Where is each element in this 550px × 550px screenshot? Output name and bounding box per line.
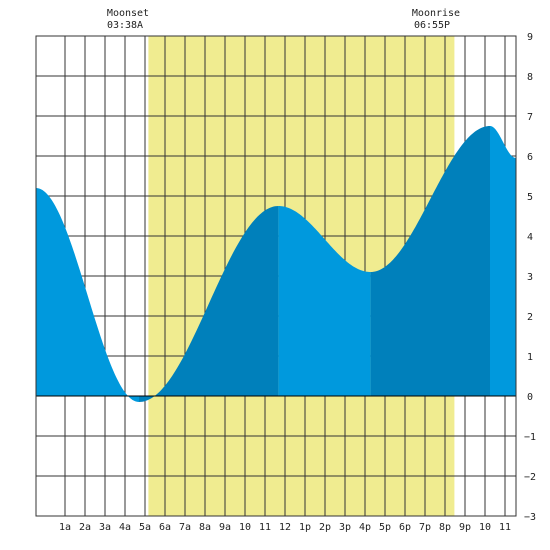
- y-tick-label: 9: [527, 32, 533, 43]
- moonrise-time: 06:55P: [414, 20, 450, 31]
- y-tick-label: 4: [527, 232, 533, 243]
- x-tick-label: 4a: [119, 522, 131, 533]
- x-tick-label: 11: [259, 522, 271, 533]
- x-tick-label: 5p: [379, 522, 391, 533]
- y-tick-label: 7: [527, 112, 533, 123]
- y-tick-label: 1: [527, 352, 533, 363]
- y-tick-label: 2: [527, 312, 533, 323]
- x-tick-label: 5a: [139, 522, 151, 533]
- y-tick-label: 0: [527, 392, 533, 403]
- x-tick-label: 1a: [59, 522, 71, 533]
- y-tick-label: 8: [527, 72, 533, 83]
- x-tick-label: 8p: [439, 522, 451, 533]
- falling-tide-segment: [278, 206, 371, 396]
- x-tick-label: 9a: [219, 522, 231, 533]
- x-tick-label: 1p: [299, 522, 311, 533]
- rising-tide-segment: [370, 126, 490, 396]
- x-tick-label: 4p: [359, 522, 371, 533]
- x-tick-label: 6p: [399, 522, 411, 533]
- moonset-time: 03:38A: [107, 20, 143, 31]
- x-tick-label: 6a: [159, 522, 171, 533]
- x-tick-label: 9p: [459, 522, 471, 533]
- moonset-label: Moonset: [107, 8, 149, 19]
- plot-border: [35, 35, 517, 517]
- x-tick-label: 8a: [199, 522, 211, 533]
- y-tick-label: 3: [527, 272, 533, 283]
- y-tick-label: 6: [527, 152, 533, 163]
- y-tick-label: −3: [524, 512, 536, 523]
- y-tick-label: −1: [524, 432, 536, 443]
- x-tick-label: 2a: [79, 522, 91, 533]
- y-axis-tick-labels: −3 −2 −1 0 1 2 3 4 5 6 7 8 9: [524, 32, 536, 523]
- x-axis-tick-labels: 1a 2a 3a 4a 5a 6a 7a 8a 9a 10 11 12 1p 2p 3p 4p 5p 6p 7p 8p…: [59, 522, 511, 533]
- y-tick-label: −2: [524, 472, 536, 483]
- x-tick-label: 3p: [339, 522, 351, 533]
- x-tick-label: 7a: [179, 522, 191, 533]
- x-tick-label: 2p: [319, 522, 331, 533]
- x-tick-label: 11: [499, 522, 511, 533]
- rising-tide-segment: [139, 206, 279, 402]
- falling-tide-segment: [490, 126, 516, 396]
- x-tick-label: 3a: [99, 522, 111, 533]
- x-tick-label: 10: [479, 522, 491, 533]
- x-tick-label: 7p: [419, 522, 431, 533]
- x-tick-label: 10: [239, 522, 251, 533]
- y-tick-label: 5: [527, 192, 533, 203]
- falling-tide-segment: [36, 188, 139, 402]
- moonrise-label: Moonrise: [412, 8, 460, 19]
- tide-area: [36, 126, 516, 402]
- x-tick-label: 12: [279, 522, 291, 533]
